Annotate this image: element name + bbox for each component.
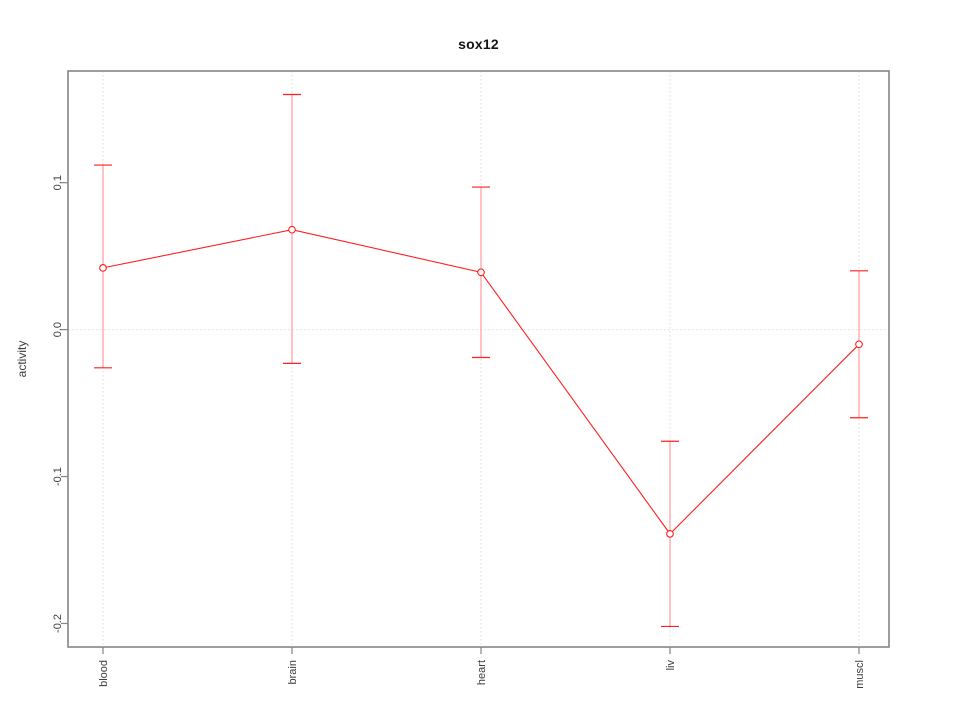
x-tick-label: liv (665, 660, 677, 671)
y-tick-label: -0.1 (52, 467, 64, 486)
data-point-marker (288, 225, 296, 234)
x-tick-label: muscl (854, 660, 866, 689)
y-tick-label: 0.0 (52, 322, 64, 337)
data-point-marker (666, 530, 674, 538)
data-point-marker (855, 340, 863, 349)
data-point-marker (477, 268, 485, 277)
y-tick-label: 0.1 (52, 175, 64, 190)
plot-border (67, 70, 890, 648)
x-tick-label: brain (287, 660, 299, 684)
data-point-marker (99, 264, 107, 272)
x-tick-label: blood (98, 660, 110, 687)
x-tick-label: heart (476, 660, 488, 685)
chart-title: sox12 (458, 36, 499, 52)
y-tick-label: -0.2 (52, 614, 64, 633)
